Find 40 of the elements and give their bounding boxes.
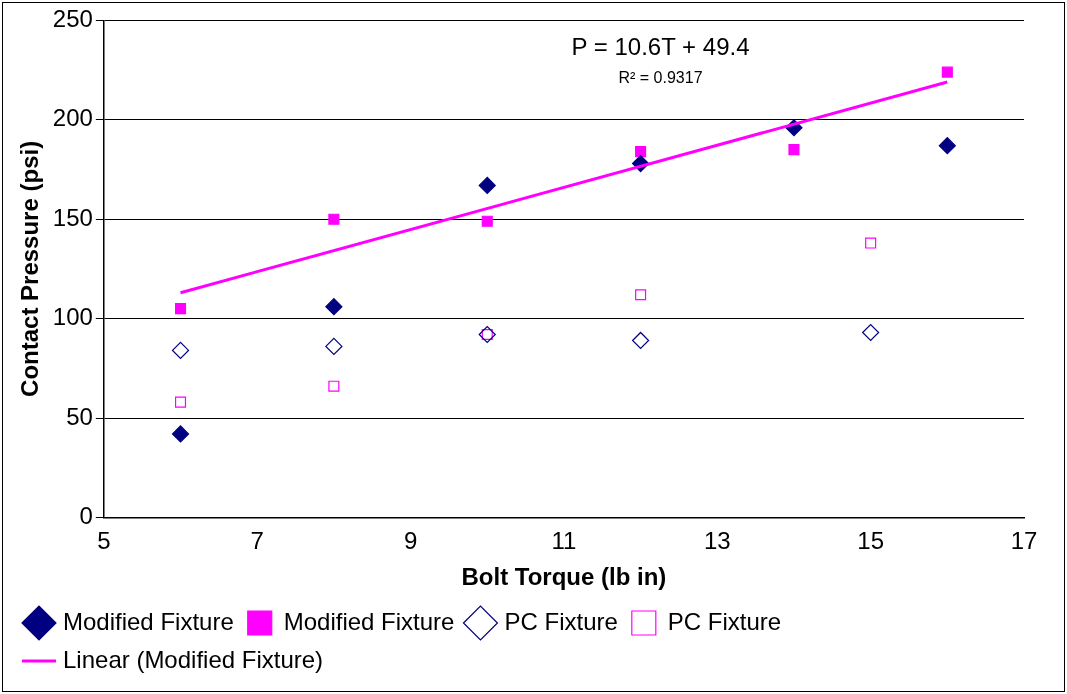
x-tick-label: 9 — [403, 527, 418, 555]
point — [174, 303, 187, 315]
x-axis-title: Bolt Torque (lb in) — [461, 563, 667, 591]
y-tick-label: 50 — [66, 402, 93, 430]
point — [788, 144, 800, 156]
point — [635, 289, 647, 301]
point — [325, 337, 343, 356]
point — [941, 66, 953, 78]
legend-label: Modified Fixture — [63, 607, 234, 635]
point — [938, 137, 956, 155]
y-tick-label: 0 — [79, 502, 93, 530]
x-tick-label: 7 — [250, 527, 264, 555]
y-tick-label: 100 — [52, 303, 93, 331]
y-axis-title: Contact Pressure (psi) — [16, 140, 44, 397]
y-tick-label: 200 — [52, 104, 93, 132]
point — [478, 176, 496, 194]
point — [632, 331, 650, 350]
x-tick-label: 5 — [97, 527, 111, 555]
legend-label: Modified Fixture — [283, 607, 455, 635]
x-tick-label: 15 — [857, 527, 884, 555]
x-tick-label: 17 — [1010, 527, 1038, 555]
point — [481, 215, 493, 227]
y-tick-label: 250 — [52, 5, 93, 33]
annotation: R² = 0.9317 — [618, 68, 703, 86]
point — [862, 323, 880, 342]
x-tick-label: 11 — [551, 527, 577, 555]
legend-label: PC Fixture — [504, 607, 618, 635]
point — [174, 396, 187, 408]
point — [325, 298, 343, 316]
point — [171, 425, 190, 443]
annotation: P = 10.6T + 49.4 — [571, 33, 750, 61]
point — [328, 213, 340, 225]
legend-label: Linear (Modified Fixture) — [63, 645, 324, 673]
point — [171, 341, 190, 360]
point — [865, 237, 877, 249]
y-tick-label: 150 — [52, 203, 93, 231]
point — [328, 380, 340, 392]
x-tick-label: 13 — [703, 527, 731, 555]
legend-label: PC Fixture — [667, 607, 782, 635]
point — [635, 146, 647, 158]
